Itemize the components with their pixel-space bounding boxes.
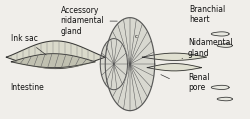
Text: Nidamental
gland: Nidamental gland <box>182 38 233 59</box>
Text: Intestine: Intestine <box>10 83 44 92</box>
Polygon shape <box>211 85 229 89</box>
Text: c: c <box>134 34 138 39</box>
Text: Ink sac: Ink sac <box>11 34 46 55</box>
Polygon shape <box>100 39 128 90</box>
Text: Renal
pore: Renal pore <box>188 73 210 92</box>
Polygon shape <box>217 97 232 101</box>
Polygon shape <box>147 64 202 71</box>
Text: Accessory
nidamental
gland: Accessory nidamental gland <box>61 6 117 36</box>
Polygon shape <box>217 44 232 47</box>
Text: Branchial
heart: Branchial heart <box>189 5 226 24</box>
Polygon shape <box>142 53 206 60</box>
Polygon shape <box>6 41 105 69</box>
Polygon shape <box>11 54 95 68</box>
Polygon shape <box>211 32 229 36</box>
Polygon shape <box>105 18 155 111</box>
